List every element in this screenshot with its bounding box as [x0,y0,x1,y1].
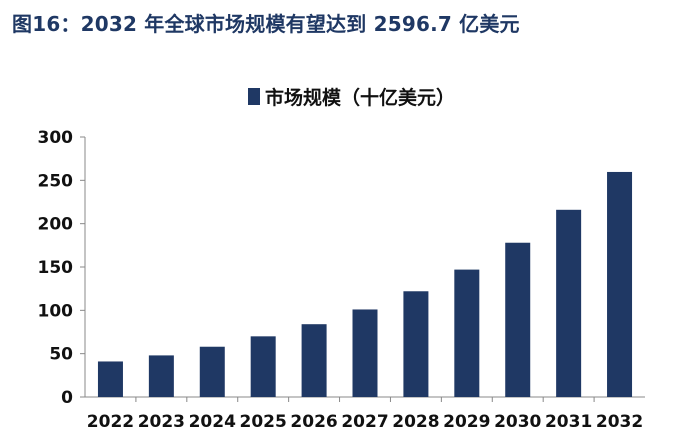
bar-2024 [199,346,225,397]
bar-2025 [250,336,276,397]
x-tick-label: 2022 [87,412,134,432]
bar-2022 [97,361,123,397]
x-tick-label: 2028 [392,412,439,432]
x-tick-label: 2023 [138,412,185,432]
figure-title: 图16：2032 年全球市场规模有望达到 2596.7 亿美元 [12,12,520,36]
y-tick-label: 200 [38,215,74,235]
legend-swatch [248,88,260,105]
x-tick-label: 2024 [189,412,236,432]
x-tick-label: 2025 [240,412,287,432]
x-tick-label: 2026 [290,412,337,432]
y-tick-label: 150 [38,258,74,278]
x-tick-label: 2031 [545,412,592,432]
y-tick-label: 100 [38,301,74,321]
y-tick-label: 50 [49,345,73,365]
bars [97,171,633,397]
y-tick-label: 0 [61,388,73,408]
bar-2030 [505,242,531,397]
bar-2028 [403,291,429,397]
x-tick-label: 2032 [596,412,643,432]
bar-2029 [454,269,480,397]
bar-2031 [556,209,582,397]
x-tick-label: 2030 [494,412,541,432]
bar-2023 [148,355,174,397]
bar-2032 [607,171,633,397]
y-tick-label: 250 [38,171,74,191]
bar-2027 [352,309,378,397]
y-axis-ticks: 0 50 100 150 200 250 300 [38,128,85,408]
x-tick-label: 2029 [443,412,490,432]
x-axis-ticks: 2022 2023 2024 2025 2026 2027 2028 2029 2030 2031… [87,397,643,432]
legend-label: 市场规模（十亿美元） [265,86,455,109]
y-tick-label: 300 [38,128,74,148]
x-tick-label: 2027 [341,412,388,432]
bar-2026 [301,324,327,397]
